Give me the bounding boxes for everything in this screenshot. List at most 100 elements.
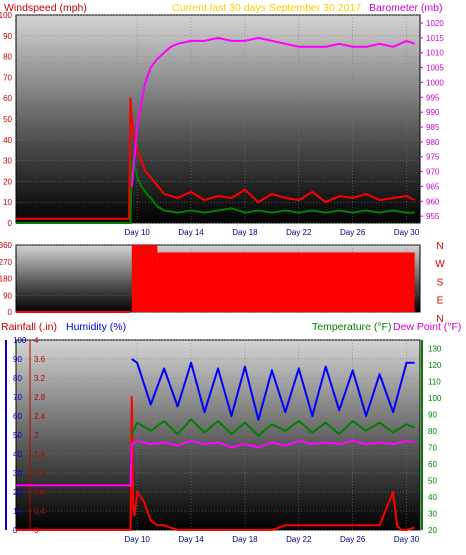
temperature-tick-label: 90 <box>428 410 437 419</box>
barometer-tick-label: 985 <box>426 123 440 132</box>
direction-tick-label: 90 <box>3 291 12 300</box>
dewpoint-axis-label: Dew Point (°F) <box>393 321 461 333</box>
direction-tick-label: 360 <box>0 241 13 250</box>
direction-tick-label: 0 <box>8 308 13 317</box>
temperature-x-tick-label: Day 26 <box>340 535 366 544</box>
rainfall-tick-label: 2.4 <box>34 412 46 421</box>
temperature-x-tick-label: Day 22 <box>286 535 312 544</box>
temperature-tick-label: 100 <box>428 394 442 403</box>
series-barometer <box>130 36 415 187</box>
temperature-tick-label: 60 <box>428 460 437 469</box>
windspeed-tick-label: 40 <box>3 136 12 145</box>
temperature-tick-label: 40 <box>428 493 437 502</box>
barometer-tick-label: 1020 <box>426 19 444 28</box>
windspeed-tick-label: 20 <box>3 177 12 186</box>
humidity-tick-label: 30 <box>13 469 22 478</box>
humidity-tick-label: 10 <box>13 507 22 516</box>
barometer-tick-label: 1000 <box>426 78 444 87</box>
wind-direction-block <box>131 245 158 312</box>
windspeed-axis-label: Windspeed (mph) <box>4 2 87 14</box>
direction-tick-label: 270 <box>0 258 13 267</box>
humidity-tick-label: 90 <box>13 355 22 364</box>
series-temperature <box>130 418 415 437</box>
barometer-tick-label: 975 <box>426 153 440 162</box>
windspeed-tick-label: 30 <box>3 157 12 166</box>
temperature-tick-label: 70 <box>428 443 437 452</box>
barometer-tick-label: 1005 <box>426 64 444 73</box>
compass-label: W <box>435 259 445 270</box>
rainfall-tick-label: 3.6 <box>34 355 46 364</box>
temperature-tick-label: 130 <box>428 344 442 353</box>
series-humidity <box>131 358 415 421</box>
humidity-tick-label: 0 <box>13 526 18 535</box>
temperature-tick-label: 80 <box>428 427 437 436</box>
barometer-axis-label: Barometer (mb) <box>369 2 443 14</box>
temperature-humidity-panel: 0 0.4 0.8 1.2 1.6 2 2.4 2.8 3.2 3.6 40 10 20 30 40 50 60… <box>5 336 442 544</box>
barometer-tick-label: 990 <box>426 108 440 117</box>
barometer-tick-label: 970 <box>426 168 440 177</box>
compass-label: E <box>437 296 444 307</box>
barometer-tick-label: 1010 <box>426 49 444 58</box>
series-rainfall <box>16 396 415 531</box>
temperature-x-tick-label: Day 18 <box>232 535 258 544</box>
windspeed-tick-label: 70 <box>3 73 12 82</box>
barometer-tick-label: 960 <box>426 197 440 206</box>
rainfall-axis-label: Rainfall (.in) <box>1 321 57 333</box>
humidity-tick-label: 80 <box>13 374 22 383</box>
barometer-tick-label: 995 <box>426 93 440 102</box>
humidity-tick-label: 20 <box>13 488 22 497</box>
wind-x-tick-label: Day 18 <box>232 228 258 237</box>
wind-x-tick-label: Day 14 <box>178 228 204 237</box>
wind-x-tick-label: Day 10 <box>125 228 151 237</box>
humidity-tick-label: 100 <box>13 336 27 345</box>
series-dew-point <box>16 439 415 487</box>
windspeed-tick-label: 80 <box>3 53 12 62</box>
wind-x-tick-label: Day 22 <box>286 228 312 237</box>
temperature-tick-label: 20 <box>428 526 437 535</box>
wind-direction-block <box>157 252 415 312</box>
humidity-axis-label: Humidity (%) <box>66 321 126 333</box>
temperature-tick-label: 110 <box>428 377 441 386</box>
humidity-tick-label: 40 <box>13 450 22 459</box>
humidity-tick-label: 60 <box>13 412 22 421</box>
rainfall-tick-label: 2.8 <box>34 393 46 402</box>
wind-x-tick-label: Day 30 <box>394 228 420 237</box>
compass-label: S <box>437 277 444 288</box>
chart-title: Current last 30 days September 30 2017 <box>172 2 361 14</box>
temperature-axis-label: Temperature (°F) <box>312 321 391 333</box>
rainfall-tick-label: 2 <box>34 431 39 440</box>
temperature-tick-label: 30 <box>428 509 437 518</box>
windspeed-tick-label: 60 <box>3 94 12 103</box>
rainfall-tick-label: 1.2 <box>34 469 46 478</box>
barometer-tick-label: 1015 <box>426 34 444 43</box>
compass-label: N <box>436 314 443 325</box>
windspeed-tick-label: 10 <box>3 198 12 207</box>
wind-barometer-panel: 0102030405060708090100955960965970975980… <box>0 11 444 237</box>
barometer-tick-label: 955 <box>426 212 440 221</box>
direction-tick-label: 180 <box>0 275 13 284</box>
barometer-tick-label: 980 <box>426 138 440 147</box>
barometer-tick-label: 965 <box>426 182 440 191</box>
temperature-x-tick-label: Day 10 <box>125 535 151 544</box>
temperature-tick-label: 50 <box>428 476 437 485</box>
wind-x-tick-label: Day 26 <box>340 228 366 237</box>
windspeed-tick-label: 100 <box>0 11 13 20</box>
rainfall-tick-label: 0.4 <box>34 507 46 516</box>
series-wind-gust <box>16 97 416 220</box>
compass-label: N <box>436 241 443 252</box>
temperature-tick-label: 120 <box>428 361 442 370</box>
temperature-x-tick-label: Day 30 <box>394 535 420 544</box>
rainfall-tick-label: 3.2 <box>34 374 46 383</box>
humidity-tick-label: 70 <box>13 393 22 402</box>
rainfall-tick-label: 4 <box>34 336 39 345</box>
windspeed-tick-label: 50 <box>3 115 12 124</box>
humidity-tick-label: 50 <box>13 431 22 440</box>
windspeed-tick-label: 0 <box>8 219 13 228</box>
windspeed-tick-label: 90 <box>3 32 12 41</box>
series-wind-average <box>16 159 415 224</box>
rainfall-tick-label: 1.6 <box>34 450 46 459</box>
rainfall-tick-label: 0.8 <box>34 488 46 497</box>
